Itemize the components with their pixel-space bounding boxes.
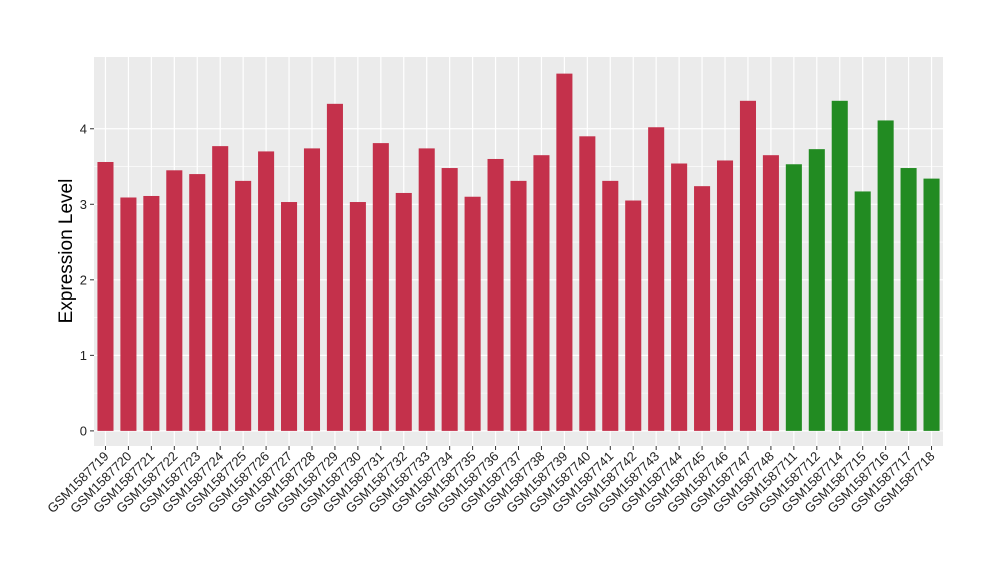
bar-GSM1587735 bbox=[464, 196, 481, 431]
bar-GSM1587724 bbox=[212, 146, 229, 431]
y-tick-label: 2 bbox=[80, 272, 87, 287]
bar-GSM1587719 bbox=[97, 161, 114, 431]
bar-GSM1587731 bbox=[372, 143, 389, 431]
y-tick-label: 1 bbox=[80, 348, 87, 363]
y-axis-ticks: 0 1 2 3 4 bbox=[80, 121, 94, 438]
bar-GSM1587742 bbox=[625, 200, 642, 431]
bar-GSM1587717 bbox=[900, 168, 917, 431]
bar-GSM1587732 bbox=[395, 192, 412, 431]
bar-GSM1587741 bbox=[602, 180, 619, 431]
bar-GSM1587721 bbox=[143, 195, 160, 431]
bar-GSM1587722 bbox=[166, 170, 183, 431]
bar-GSM1587726 bbox=[258, 151, 275, 431]
bar-GSM1587734 bbox=[441, 168, 458, 431]
bar-GSM1587730 bbox=[349, 202, 366, 431]
y-axis-title: Expression Level bbox=[56, 179, 77, 324]
bar-GSM1587725 bbox=[235, 180, 252, 431]
bar-GSM1587745 bbox=[694, 186, 711, 431]
bar-GSM1587723 bbox=[189, 174, 206, 431]
bar-GSM1587744 bbox=[671, 163, 688, 431]
bar-GSM1587736 bbox=[487, 158, 504, 431]
bar-GSM1587720 bbox=[120, 197, 137, 431]
bar-GSM1587712 bbox=[808, 149, 825, 431]
bars bbox=[97, 73, 940, 431]
y-tick-label: 3 bbox=[80, 197, 87, 212]
bar-GSM1587733 bbox=[418, 148, 435, 431]
bar-GSM1587746 bbox=[716, 160, 734, 431]
y-tick-label: 4 bbox=[80, 121, 87, 136]
bar-GSM1587718 bbox=[923, 178, 940, 431]
bar-GSM1587747 bbox=[739, 100, 756, 431]
bar-GSM1587715 bbox=[854, 191, 871, 431]
bar-GSM1587738 bbox=[533, 155, 550, 431]
bar-GSM1587743 bbox=[648, 127, 665, 431]
bar-GSM1587739 bbox=[556, 73, 573, 431]
bar-GSM1587727 bbox=[281, 202, 298, 431]
bar-GSM1587737 bbox=[510, 180, 527, 431]
bar-GSM1587714 bbox=[831, 100, 848, 431]
bar-GSM1587716 bbox=[877, 120, 894, 431]
bar-GSM1587748 bbox=[762, 155, 779, 431]
y-tick-label: 0 bbox=[80, 423, 87, 438]
bar-GSM1587711 bbox=[785, 164, 802, 431]
bar-GSM1587728 bbox=[303, 148, 321, 431]
bar-GSM1587729 bbox=[326, 103, 343, 431]
bar-GSM1587740 bbox=[579, 136, 596, 431]
x-axis-ticks: GSM1587719GSM1587720GSM1587721GSM1587722… bbox=[44, 446, 938, 516]
